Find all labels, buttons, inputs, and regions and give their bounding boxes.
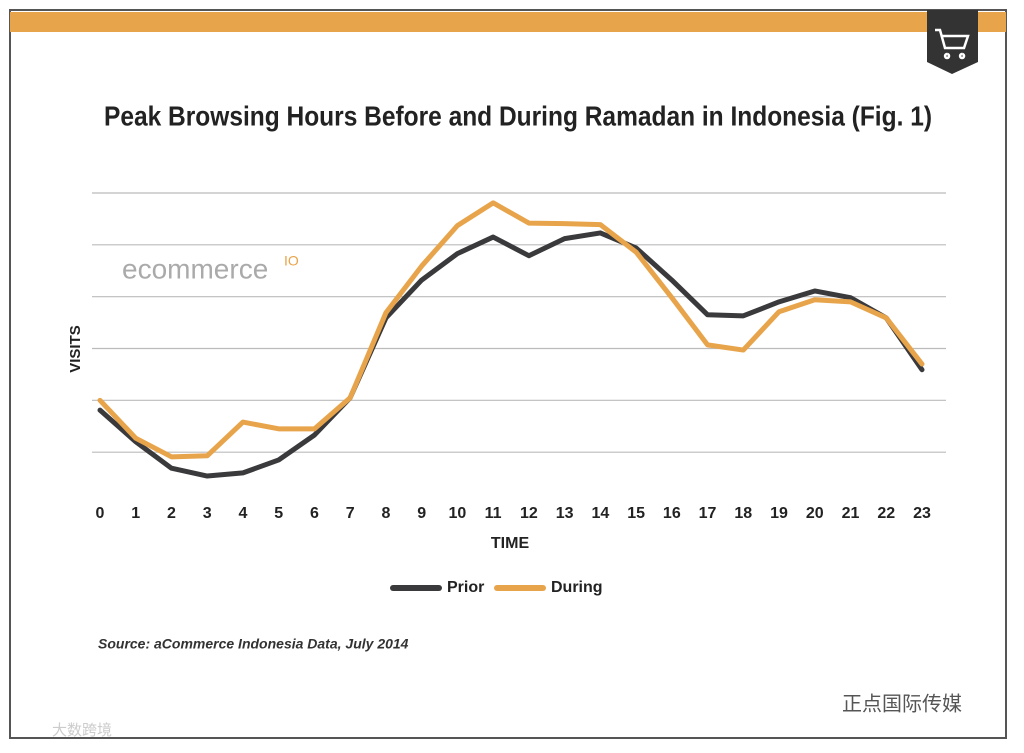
x-tick-label: 19 [770,505,788,522]
x-tick-label: 21 [842,505,860,522]
x-tick-label: 13 [556,505,574,522]
x-tick-label: 2 [167,505,176,522]
x-tick-label: 20 [806,505,824,522]
x-tick-label: 1 [131,505,140,522]
x-tick-label: 16 [663,505,681,522]
x-tick-label: 7 [346,505,355,522]
x-tick-label: 23 [913,505,931,522]
x-tick-label: 9 [417,505,426,522]
line [97,230,925,479]
watermark: 正点国际传媒 [842,692,962,715]
brand: ecommerce [122,253,268,284]
x-tick-label: 3 [203,505,212,522]
chart-title: Peak Browsing Hours Before and During Ra… [104,100,932,131]
frame [9,9,1007,739]
line [97,200,925,460]
header-bar [10,12,1006,32]
x-tick-label: 22 [877,505,895,522]
x-tick-label: 18 [734,505,752,522]
x-axis-label: TIME [491,535,530,552]
watermark: 大数跨境 [52,721,112,739]
legend-label: During [551,579,603,596]
x-tick-label: 17 [699,505,717,522]
cart-icon [935,28,970,60]
x-tick-label: 10 [448,505,466,522]
x-tick-label: 0 [96,505,105,522]
x-tick-label: 8 [381,505,390,522]
y-axis-label: VISITS [67,325,84,373]
brand-sup: IO [284,253,299,269]
x-tick-label: 14 [591,505,609,522]
x-tick-label: 11 [485,505,502,522]
x-tick-label: 15 [627,505,645,522]
x-tick-label: 4 [239,505,248,522]
x-tick-label: 5 [274,505,283,522]
x-tick-label: 6 [310,505,319,522]
cart-badge [927,10,978,74]
legend-label: Prior [447,579,484,596]
source: Source: aCommerce Indonesia Data, July 2… [98,636,409,652]
x-tick-label: 12 [520,505,538,522]
